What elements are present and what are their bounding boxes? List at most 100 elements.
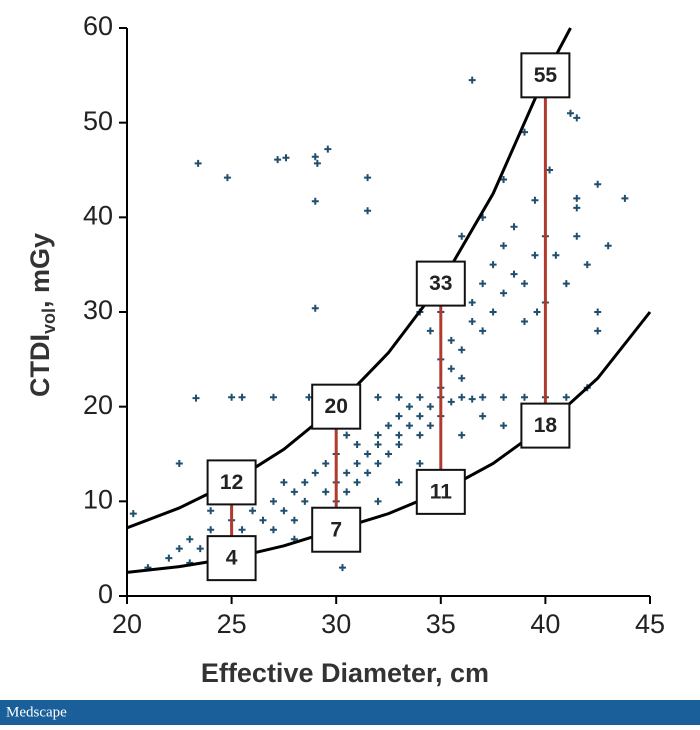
scatter-point (186, 535, 194, 543)
scatter-point (621, 194, 629, 202)
scatter-point (426, 422, 434, 430)
scatter-point (447, 398, 455, 406)
scatter-point (395, 412, 403, 420)
scatter-point (374, 497, 382, 505)
scatter-point (447, 365, 455, 373)
scatter-point (520, 280, 528, 288)
scatter-point (192, 394, 200, 402)
scatter-point (269, 497, 277, 505)
scatter-point (395, 478, 403, 486)
scatter-point (364, 174, 372, 182)
scatter-point (458, 393, 466, 401)
annotation-box (206, 535, 257, 582)
scatter-point (353, 459, 361, 467)
footer-bar (0, 700, 700, 725)
scatter-point (573, 232, 581, 240)
scatter-point (196, 545, 204, 553)
scatter-point (489, 261, 497, 269)
scatter-point (458, 374, 466, 382)
y-axis-label: CTDIvol, mGy (25, 233, 59, 397)
x-tick-label: 20 (112, 609, 142, 639)
scatter-point (374, 431, 382, 439)
scatter-point (426, 403, 434, 411)
scatter-point (274, 156, 282, 164)
scatter-point (531, 251, 539, 259)
fit-curve (126, 27, 572, 530)
x-tick-label: 30 (321, 609, 351, 639)
scatter-point (479, 412, 487, 420)
scatter-point (338, 564, 346, 572)
scatter-point (479, 280, 487, 288)
scatter-point (322, 459, 330, 467)
scatter-point (238, 393, 246, 401)
scatter-point (374, 459, 382, 467)
footer-logo: Medscape (6, 704, 67, 720)
scatter-point (353, 441, 361, 449)
scatter-point (311, 153, 319, 161)
scatter-point (500, 289, 508, 297)
annotation-label: 7 (330, 518, 342, 541)
y-tick-label: 40 (83, 200, 113, 230)
annotation-box (415, 468, 466, 515)
scatter-point (416, 431, 424, 439)
scatter-point (468, 299, 476, 307)
scatter-point (194, 159, 202, 167)
scatter-point (510, 270, 518, 278)
scatter-point (594, 308, 602, 316)
scatter-point (228, 393, 236, 401)
scatter-point (129, 510, 137, 518)
scatter-point (238, 526, 246, 534)
x-tick-label: 35 (426, 609, 456, 639)
scatter-point (416, 393, 424, 401)
scatter-point (583, 261, 591, 269)
scatter-point (249, 507, 257, 515)
annotation-box (520, 402, 571, 449)
annotation-label: 20 (325, 395, 348, 418)
annotation-box (311, 506, 362, 553)
scatter-point (374, 393, 382, 401)
scatter-point (395, 441, 403, 449)
scatter-point (500, 393, 508, 401)
scatter-point (395, 431, 403, 439)
scatter-point (324, 145, 332, 153)
scatter-point (405, 422, 413, 430)
scatter-point (468, 317, 476, 325)
annotation-label: 33 (429, 272, 452, 295)
scatter-point (364, 450, 372, 458)
scatter-point (313, 159, 321, 167)
scatter-point (567, 109, 575, 117)
scatter-point (311, 304, 319, 312)
y-label-sub: vol (39, 308, 59, 334)
scatter-point (259, 516, 267, 524)
annotation-label: 4 (226, 547, 238, 570)
scatter-point (343, 469, 351, 477)
scatter-point (500, 242, 508, 250)
y-label-main: CTDI (25, 334, 55, 397)
scatter-point (573, 114, 581, 122)
scatter-point (531, 196, 539, 204)
annotation-box (206, 459, 257, 506)
annotation-label: 18 (534, 414, 558, 437)
y-label-rest: , mGy (25, 233, 55, 308)
scatter-point (269, 393, 277, 401)
scatter-point (447, 336, 455, 344)
scatter-point (489, 308, 497, 316)
y-tick-label: 0 (98, 579, 113, 609)
scatter-point (374, 441, 382, 449)
y-tick-label: 50 (83, 106, 113, 136)
scatter-point (562, 280, 570, 288)
y-tick-label: 60 (83, 11, 113, 41)
scatter-point (290, 516, 298, 524)
scatter-point (301, 497, 309, 505)
scatter-point (311, 469, 319, 477)
scatter-point (468, 76, 476, 84)
scatter-point (385, 450, 392, 458)
y-tick-label: 10 (83, 484, 113, 514)
scatter-point (458, 346, 466, 354)
scatter-point (500, 175, 508, 183)
x-axis-label: Effective Diameter, cm (201, 658, 489, 688)
scatter-point (282, 154, 290, 162)
scatter-point (426, 327, 434, 335)
scatter-point (175, 459, 183, 467)
